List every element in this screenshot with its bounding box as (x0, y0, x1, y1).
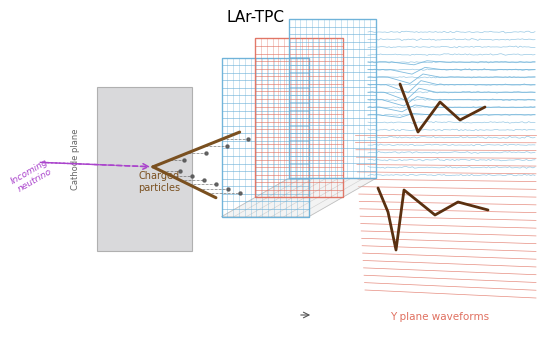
Text: Incoming
neutrino: Incoming neutrino (10, 158, 55, 195)
Text: Y plane waveforms: Y plane waveforms (390, 312, 490, 322)
Polygon shape (221, 178, 376, 217)
Text: Cathode plane: Cathode plane (71, 128, 79, 190)
Text: Charged
particles: Charged particles (138, 172, 180, 193)
Text: LAr-TPC: LAr-TPC (226, 10, 284, 25)
Polygon shape (97, 87, 192, 251)
